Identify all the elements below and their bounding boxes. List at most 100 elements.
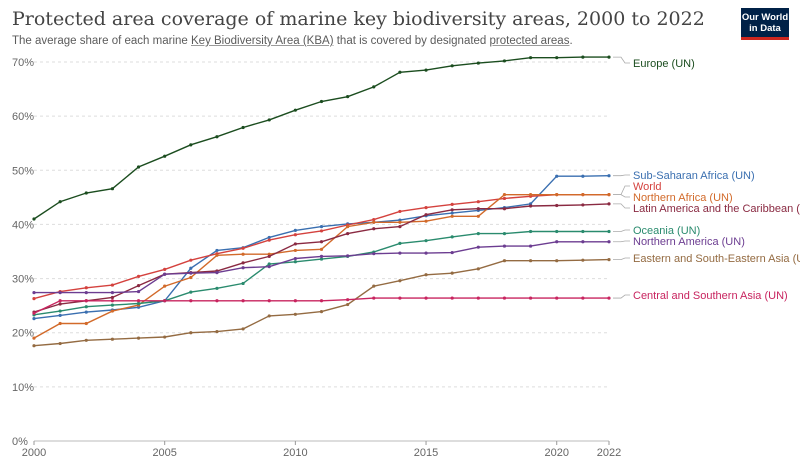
data-point[interactable] xyxy=(476,214,480,218)
owid-logo[interactable]: Our World in Data xyxy=(741,8,789,40)
data-point[interactable] xyxy=(189,331,193,335)
data-point[interactable] xyxy=(58,309,62,313)
data-point[interactable] xyxy=(163,267,167,271)
data-point[interactable] xyxy=(136,289,141,294)
data-point[interactable] xyxy=(58,321,62,326)
data-point[interactable] xyxy=(555,240,559,244)
data-point[interactable] xyxy=(398,209,402,214)
data-point[interactable] xyxy=(293,233,297,237)
data-point[interactable] xyxy=(450,296,454,300)
data-point[interactable] xyxy=(58,313,62,317)
series-label[interactable]: Eastern and South-Eastern Asia (UN) xyxy=(633,253,800,265)
data-point[interactable] xyxy=(372,252,376,256)
data-point[interactable] xyxy=(372,85,376,89)
data-point[interactable] xyxy=(607,296,611,300)
data-point[interactable] xyxy=(607,240,611,244)
data-point[interactable] xyxy=(267,235,271,240)
data-point[interactable] xyxy=(319,240,324,244)
data-point[interactable] xyxy=(450,211,454,215)
data-point[interactable] xyxy=(424,251,428,255)
data-point[interactable] xyxy=(189,275,193,280)
data-point[interactable] xyxy=(241,299,245,303)
data-point[interactable] xyxy=(241,281,245,286)
data-point[interactable] xyxy=(424,273,428,277)
data-point[interactable] xyxy=(476,245,480,249)
data-point[interactable] xyxy=(241,246,245,250)
data-point[interactable] xyxy=(555,193,559,197)
data-point[interactable] xyxy=(241,252,245,256)
data-point[interactable] xyxy=(215,248,219,253)
data-point[interactable] xyxy=(581,296,585,300)
data-point[interactable] xyxy=(267,118,271,122)
data-point[interactable] xyxy=(32,217,36,221)
data-point[interactable] xyxy=(241,266,245,270)
kba-link[interactable]: Key Biodiversity Area (KBA) xyxy=(191,35,334,47)
data-point[interactable] xyxy=(58,200,62,204)
data-point[interactable] xyxy=(84,338,88,342)
data-point[interactable] xyxy=(84,299,88,303)
data-point[interactable] xyxy=(319,229,324,233)
data-point[interactable] xyxy=(607,193,611,197)
data-point[interactable] xyxy=(607,258,611,262)
data-point[interactable] xyxy=(110,187,115,191)
data-point[interactable] xyxy=(450,250,454,255)
series-label[interactable]: Europe (UN) xyxy=(633,58,695,70)
data-point[interactable] xyxy=(398,251,402,255)
data-point[interactable] xyxy=(32,297,36,301)
data-point[interactable] xyxy=(450,271,454,275)
data-point[interactable] xyxy=(476,207,480,211)
data-point[interactable] xyxy=(163,284,167,288)
data-point[interactable] xyxy=(398,296,402,300)
data-point[interactable] xyxy=(110,291,115,295)
data-point[interactable] xyxy=(293,256,297,261)
data-point[interactable] xyxy=(241,327,245,331)
data-point[interactable] xyxy=(372,296,376,300)
data-point[interactable] xyxy=(581,174,585,178)
data-point[interactable] xyxy=(267,314,271,318)
data-point[interactable] xyxy=(58,302,62,306)
data-point[interactable] xyxy=(110,337,115,341)
data-point[interactable] xyxy=(502,193,507,197)
data-point[interactable] xyxy=(555,203,559,208)
data-point[interactable] xyxy=(581,229,585,234)
data-point[interactable] xyxy=(163,335,167,339)
data-point[interactable] xyxy=(215,271,219,275)
data-point[interactable] xyxy=(84,310,88,314)
series-label[interactable]: World xyxy=(633,181,662,193)
data-point[interactable] xyxy=(84,291,88,295)
data-point[interactable] xyxy=(58,341,62,346)
data-point[interactable] xyxy=(319,299,324,303)
data-point[interactable] xyxy=(163,154,167,158)
data-point[interactable] xyxy=(319,99,324,104)
series-label[interactable]: Northern America (UN) xyxy=(633,236,745,248)
data-point[interactable] xyxy=(189,258,193,262)
data-point[interactable] xyxy=(58,299,62,303)
data-point[interactable] xyxy=(372,220,376,224)
data-point[interactable] xyxy=(476,267,480,271)
data-point[interactable] xyxy=(189,271,193,275)
data-point[interactable] xyxy=(293,228,297,232)
data-point[interactable] xyxy=(215,286,219,290)
series-label[interactable]: Latin America and the Caribbean (UN) xyxy=(633,203,800,215)
data-point[interactable] xyxy=(136,165,141,169)
series-label[interactable]: Oceania (UN) xyxy=(633,225,700,237)
data-point[interactable] xyxy=(607,55,611,59)
data-point[interactable] xyxy=(502,59,507,63)
data-point[interactable] xyxy=(267,238,271,242)
data-point[interactable] xyxy=(189,290,193,294)
data-point[interactable] xyxy=(319,309,324,314)
data-point[interactable] xyxy=(450,214,454,218)
data-point[interactable] xyxy=(424,213,428,217)
data-point[interactable] xyxy=(528,56,533,60)
data-point[interactable] xyxy=(267,262,271,266)
data-point[interactable] xyxy=(607,229,611,234)
data-point[interactable] xyxy=(110,309,115,313)
data-point[interactable] xyxy=(528,229,533,234)
data-point[interactable] xyxy=(241,125,245,130)
data-point[interactable] xyxy=(136,284,141,288)
data-point[interactable] xyxy=(136,274,141,279)
data-point[interactable] xyxy=(450,208,454,212)
data-point[interactable] xyxy=(450,202,454,206)
data-point[interactable] xyxy=(346,224,350,229)
data-point[interactable] xyxy=(189,299,193,303)
